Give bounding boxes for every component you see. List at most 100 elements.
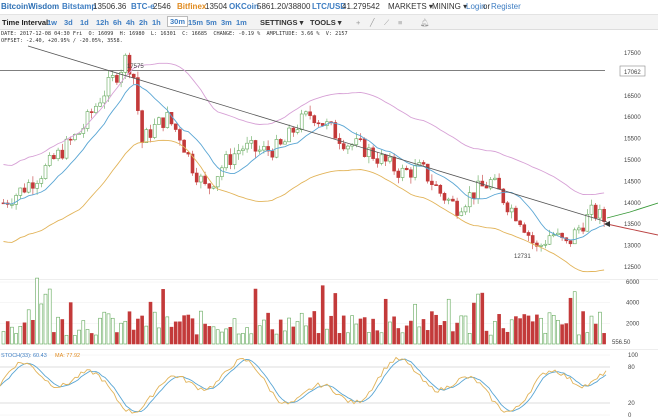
volume-bar [47,288,52,345]
ray-draw-icon[interactable]: ⟋ [384,18,390,27]
volume-bar [329,315,333,345]
candle-body [585,214,590,232]
ticker-exchange-bitstamp[interactable]: Bitstamp [62,2,97,11]
candle-info-line2: OFFSET: -2.40, +20.95% / -20.05%, 3558. [1,37,123,44]
volume-bar [194,334,199,345]
volume-bar [245,327,249,345]
candle-body [228,154,233,165]
volume-bar [232,318,237,345]
volume-bar [350,315,354,345]
volume-bar [472,302,476,345]
candle-body [367,147,371,157]
candle-body [215,176,220,188]
markets-menu[interactable]: MARKETS ▾ [388,2,433,11]
ticker-exchange-ltcusd[interactable]: LTC/USD [312,2,347,11]
ticker-exchange-okcoin[interactable]: OKCoin [229,2,259,11]
candle-body [236,150,241,155]
interval-1w[interactable]: 1w [47,18,58,27]
tools-menu[interactable]: TOOLS ▾ [310,18,342,27]
volume-bar [52,332,56,345]
ticker-exchange-btce[interactable]: BTC-e [131,2,155,11]
candle-body [514,207,518,222]
candle-body [31,182,35,189]
interval-2h[interactable]: 2h [139,18,148,27]
mining-label: MINING [432,2,461,11]
volume-bar [572,291,577,345]
interval-1h[interactable]: 1h [152,18,161,27]
volume-bar [304,325,308,345]
candle-body [257,149,262,152]
mining-menu[interactable]: MINING ▾ [432,2,468,11]
register-link[interactable]: Register [491,2,521,11]
candle-body [283,141,287,145]
volume-bar [148,301,153,345]
candle-body [295,129,300,133]
volume-tick-label: 2000 [626,321,640,327]
interval-6h[interactable]: 6h [113,18,122,27]
login-link[interactable]: Login [466,2,486,11]
interval-30m[interactable]: 30m [167,16,189,27]
volume-bar [526,315,531,345]
candle-body [106,77,111,97]
line-draw-icon[interactable]: ╱ [370,18,375,27]
bell-icon[interactable]: 🔔︎ [420,18,430,27]
candle-body [266,146,270,152]
interval-1d[interactable]: 1d [80,18,89,27]
volume-bar [299,312,304,345]
candle-body [98,102,102,107]
stoch-tick-label: 20 [628,401,635,407]
low-label: 12731 [514,254,531,260]
interval-1m[interactable]: 1m [236,18,247,27]
crosshair-icon[interactable]: + [356,18,361,27]
candle-body [73,134,77,141]
volume-bar [535,314,539,345]
candle-body [501,188,506,204]
candle-body [194,172,199,183]
settings-menu[interactable]: SETTINGS ▾ [260,18,304,27]
volume-bar [577,334,581,345]
volume-bar [81,320,86,345]
candle-body [85,111,90,129]
candle-body [497,177,501,190]
fib-icon[interactable]: ≡ [398,18,403,27]
candle-body [413,165,417,178]
price-tick-label: 15000 [624,158,641,164]
ticker-price-btce: 2546 [153,2,171,11]
candle-body [304,111,308,115]
interval-12h[interactable]: 12h [96,18,109,27]
tools-label: TOOLS [310,18,336,27]
volume-bar [31,319,35,345]
site-logo[interactable]: BitcoinWisdom [1,2,60,11]
interval-5m[interactable]: 5m [206,18,217,27]
trendline[interactable] [27,45,608,223]
stoch-tick-label: 80 [628,365,635,371]
volume-bar [371,318,375,345]
candle-body [68,138,73,141]
volume-bar [560,324,564,345]
candle-body [241,148,245,151]
volume-bar [497,314,501,345]
candle-body [396,170,401,178]
volume-bar [262,319,266,345]
interval-3m[interactable]: 3m [221,18,232,27]
volume-bar [430,311,434,345]
candle-body [535,242,539,247]
candle-body [253,140,258,152]
volume-bar [514,316,518,345]
volume-bar [56,316,60,345]
volume-bar [291,326,296,345]
interval-4h[interactable]: 4h [126,18,135,27]
interval-3d[interactable]: 3d [64,18,73,27]
volume-bar [68,302,73,345]
volume-bar [413,303,417,345]
ticker-exchange-bitfinex[interactable]: Bitfinex [177,2,207,11]
volume-bar [199,310,203,345]
projection-red-line [606,223,658,236]
interval-15m[interactable]: 15m [188,18,204,27]
volume-bar [236,333,241,345]
volume-bar [131,329,136,345]
volume-bar [417,326,422,345]
candle-body [232,153,237,165]
volume-bar [152,311,157,345]
